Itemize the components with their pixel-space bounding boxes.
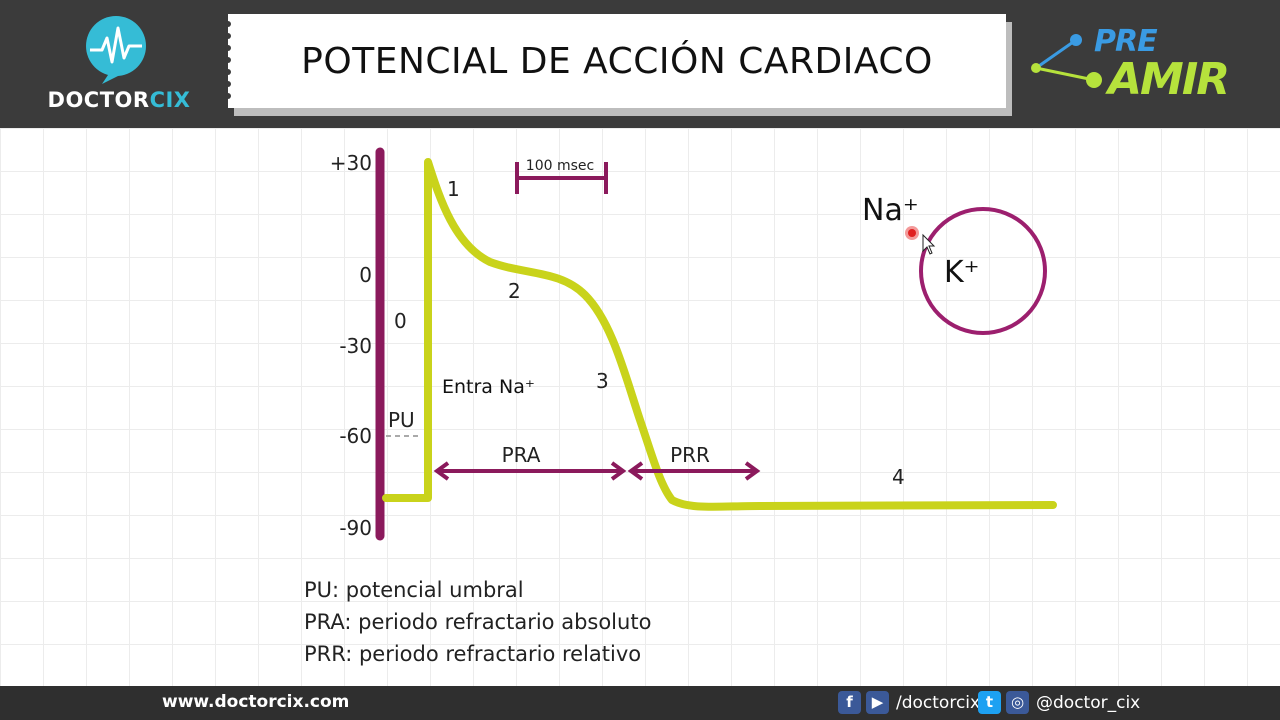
na-ion-label: Na⁺ xyxy=(862,193,919,228)
entra-na-label: Entra Na⁺ xyxy=(442,376,535,398)
pra-label: PRA xyxy=(502,443,541,467)
page-title: POTENCIAL DE ACCIÓN CARDIACO xyxy=(301,40,933,82)
youtube-icon[interactable]: ▶ xyxy=(866,691,889,714)
website-link[interactable]: www.doctorcix.com xyxy=(162,692,350,712)
doctor-cix-handle[interactable]: @doctor_cix xyxy=(1036,693,1141,713)
doctorcix-wordmark: DOCTORCIX xyxy=(34,88,204,112)
mouse-cursor-icon xyxy=(922,233,936,255)
logo-amir: AMIR xyxy=(1108,54,1230,105)
notebook-holes xyxy=(225,21,231,99)
scale-bar-label: 100 msec xyxy=(526,158,594,174)
doctorcix-logo: DOCTORCIX xyxy=(34,12,204,116)
facebook-icon[interactable]: f xyxy=(838,691,861,714)
instagram-icon[interactable]: ◎ xyxy=(1006,691,1029,714)
phase-0-label: 0 xyxy=(394,309,407,333)
footer-bar: www.doctorcix.com f ▶ /doctorcix t ◎ @do… xyxy=(0,686,1280,720)
preamir-logo: PRE AMIR xyxy=(1028,24,1248,108)
phase-1-label: 1 xyxy=(447,177,460,201)
k-ion-label: K⁺ xyxy=(944,255,980,290)
y-tick-label: -30 xyxy=(339,334,372,358)
cell-circle xyxy=(919,207,1047,335)
twitter-icon[interactable]: t xyxy=(978,691,1001,714)
pra-arrow-right-head xyxy=(610,461,627,481)
phase-3-label: 3 xyxy=(596,369,609,393)
y-tick-label: 0 xyxy=(359,263,372,287)
phase-4-label: 4 xyxy=(892,465,905,489)
legend-pu: PU: potencial umbral xyxy=(304,578,524,602)
grid-canvas xyxy=(0,128,1280,686)
pra-arrow-left-head xyxy=(433,461,450,481)
y-tick-label: +30 xyxy=(330,151,372,175)
wordmark-doctor: DOCTOR xyxy=(47,88,150,112)
title-card: POTENCIAL DE ACCIÓN CARDIACO xyxy=(225,14,1006,108)
logo-pre: PRE xyxy=(1094,24,1158,59)
legend-prr: PRR: periodo refractario relativo xyxy=(304,642,642,666)
prr-arrow-right-head xyxy=(744,461,761,481)
network-nodes-icon xyxy=(1031,34,1102,88)
y-tick-label: -90 xyxy=(339,516,372,540)
legend-pra: PRA: periodo refractario absoluto xyxy=(304,610,652,634)
header-bar: DOCTORCIX POTENCIAL DE ACCIÓN CARDIACO P… xyxy=(0,0,1280,128)
prr-label: PRR xyxy=(670,443,710,467)
action-potential-curve xyxy=(382,158,1057,511)
y-tick-label: -60 xyxy=(339,424,372,448)
pu-label: PU xyxy=(388,408,415,432)
prr-arrow-left-head xyxy=(627,461,644,481)
doctorcix-handle[interactable]: /doctorcix xyxy=(896,693,981,713)
wordmark-cix: CIX xyxy=(149,88,191,112)
phase-2-label: 2 xyxy=(508,279,521,303)
heartbeat-bubble-icon xyxy=(86,16,146,84)
red-pointer-dot-core xyxy=(908,229,916,237)
legend: PU: potencial umbral PRA: periodo refrac… xyxy=(304,574,724,670)
